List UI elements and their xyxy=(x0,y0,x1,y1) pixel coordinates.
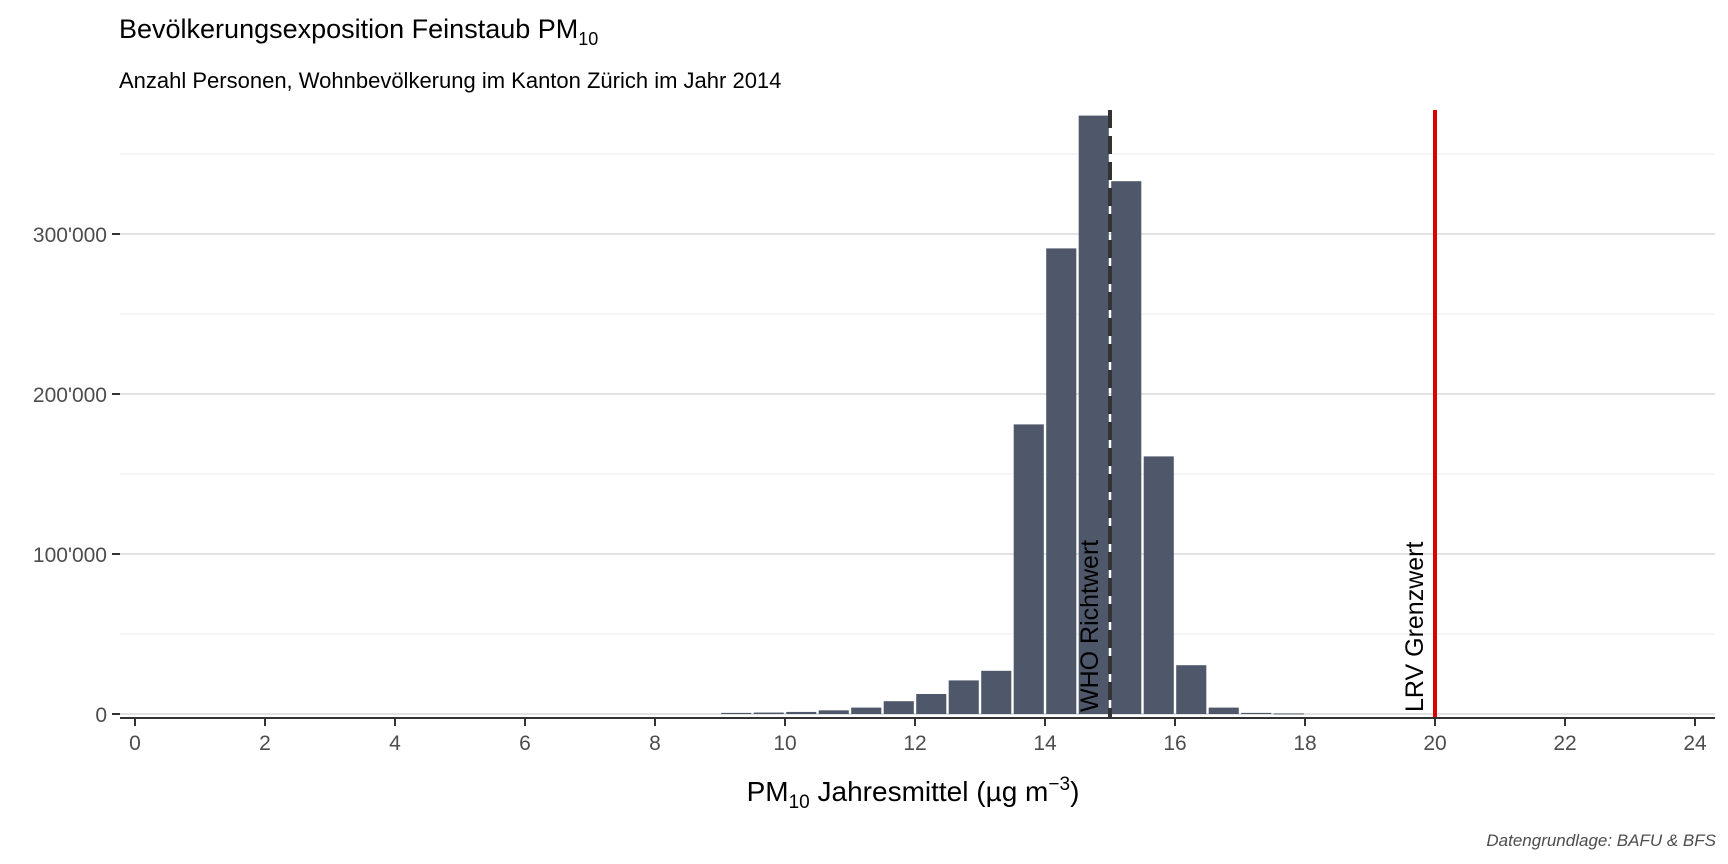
histogram-bar xyxy=(1046,248,1077,714)
x-tick-label: 20 xyxy=(1423,732,1446,755)
reference-line-label: WHO Richtwert xyxy=(1076,540,1104,712)
histogram-bar xyxy=(721,712,752,714)
chart-title-main: Bevölkerungsexposition Feinstaub PM xyxy=(119,14,578,44)
y-tick-label: 200'000 xyxy=(33,384,107,407)
x-axis-title-subscript: 10 xyxy=(789,792,810,813)
gridlines xyxy=(120,153,1715,715)
histogram-bar xyxy=(1273,713,1304,715)
reference-line-label: LRV Grenzwert xyxy=(1401,542,1429,712)
x-tick-label: 4 xyxy=(389,732,401,755)
chart-subtitle: Anzahl Personen, Wohnbevölkerung im Kant… xyxy=(119,68,781,93)
chart-caption: Datengrundlage: BAFU & BFS xyxy=(1486,831,1716,850)
histogram-bar xyxy=(883,701,914,714)
histogram-bar xyxy=(851,707,882,714)
x-tick-label: 18 xyxy=(1293,732,1316,755)
reference-lines: WHO Richtwert LRV Grenzwert xyxy=(1076,110,1437,718)
x-axis-title-suffix: ) xyxy=(1070,776,1079,807)
histogram-bar xyxy=(1143,456,1174,714)
x-tick-label: 6 xyxy=(519,732,531,755)
histogram-bar xyxy=(818,710,849,714)
x-tick-label: 16 xyxy=(1163,732,1186,755)
x-tick-label: 12 xyxy=(903,732,926,755)
x-tick-label: 22 xyxy=(1553,732,1576,755)
x-tick-label: 14 xyxy=(1033,732,1057,755)
x-axis-title: PM10 Jahresmittel (µg m−3) xyxy=(747,774,1080,813)
histogram-bar xyxy=(753,712,784,714)
histogram-bar xyxy=(916,694,947,714)
x-tick-label: 24 xyxy=(1683,732,1707,755)
axes: 0 2 4 6 8 10 12 14 16 18 20 22 240100'000200'000300'… xyxy=(33,224,1715,755)
histogram-bar xyxy=(1078,115,1109,715)
histogram-bar xyxy=(1111,181,1142,714)
histogram-bar xyxy=(786,711,817,714)
y-tick-label: 0 xyxy=(95,704,107,727)
y-tick-label: 100'000 xyxy=(33,544,107,567)
histogram-bar xyxy=(1013,424,1044,714)
x-axis-title-main: Jahresmittel (µg m xyxy=(810,776,1049,807)
x-tick-label: 2 xyxy=(259,732,271,755)
y-tick-label: 300'000 xyxy=(33,224,107,247)
histogram-bar xyxy=(948,680,979,714)
histogram-bar xyxy=(1208,707,1239,714)
chart-title: Bevölkerungsexposition Feinstaub PM10 xyxy=(119,14,598,49)
histogram-bars xyxy=(721,115,1304,715)
x-axis-title-superscript: −3 xyxy=(1048,774,1070,795)
x-tick-label: 0 xyxy=(129,732,141,755)
x-axis-title-prefix: PM xyxy=(747,776,789,807)
histogram-bar xyxy=(981,670,1012,714)
x-tick-label: 10 xyxy=(773,732,796,755)
histogram-bar xyxy=(1176,665,1207,714)
chart-title-subscript: 10 xyxy=(578,29,598,49)
x-tick-label: 8 xyxy=(649,732,661,755)
histogram-bar xyxy=(1241,712,1272,714)
